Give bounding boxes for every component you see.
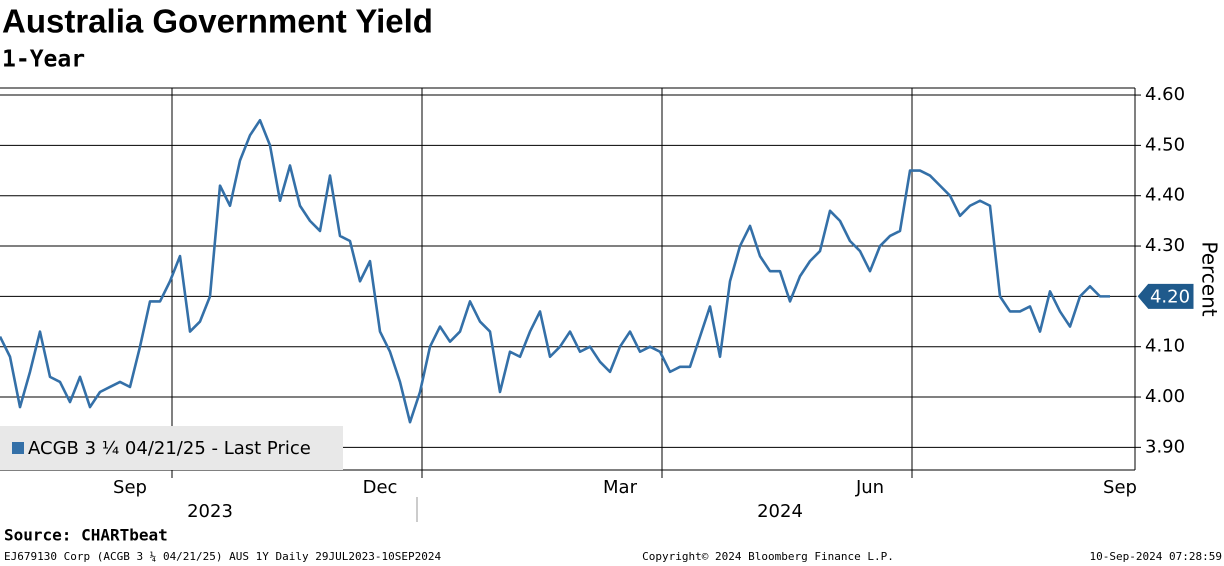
y-tick-label: 4.60	[1145, 84, 1185, 105]
y-axis-label: Percent	[1198, 241, 1222, 316]
x-group-label: 2023	[187, 501, 233, 522]
y-tick-label: 4.50	[1145, 134, 1185, 155]
legend-label: ACGB 3 ¼ 04/21/25 - Last Price	[28, 438, 311, 459]
legend-swatch	[12, 442, 24, 454]
last-price-marker	[1136, 282, 1195, 310]
footer-center: Copyright© 2024 Bloomberg Finance L.P.	[642, 550, 894, 563]
y-tick-label: 4.30	[1145, 235, 1185, 256]
legend-box	[0, 426, 343, 470]
footer-left: EJ679130 Corp (ACGB 3 ¼ 04/21/25) AUS 1Y…	[4, 550, 441, 563]
x-tick-label: Sep	[113, 477, 147, 498]
chart-title: Australia Government Yield	[2, 3, 433, 40]
footer-right: 10-Sep-2024 07:28:59	[1090, 550, 1222, 563]
y-tick-label: 4.40	[1145, 185, 1185, 206]
chart-subtitle: 1-Year	[2, 47, 85, 73]
last-price-label: 4.20	[1150, 286, 1190, 307]
source: Source: CHARTbeat	[4, 526, 168, 545]
y-tick-label: 4.10	[1145, 336, 1185, 357]
x-tick-label: Mar	[603, 477, 638, 498]
x-tick-label: Dec	[363, 477, 398, 498]
x-tick-label: Jun	[855, 477, 884, 498]
series-line	[0, 118, 1110, 424]
y-tick-label: 4.00	[1145, 386, 1185, 407]
y-tick-label: 3.90	[1145, 436, 1185, 457]
x-tick-label: Sep	[1103, 477, 1137, 498]
x-group-label: 2024	[757, 501, 803, 522]
